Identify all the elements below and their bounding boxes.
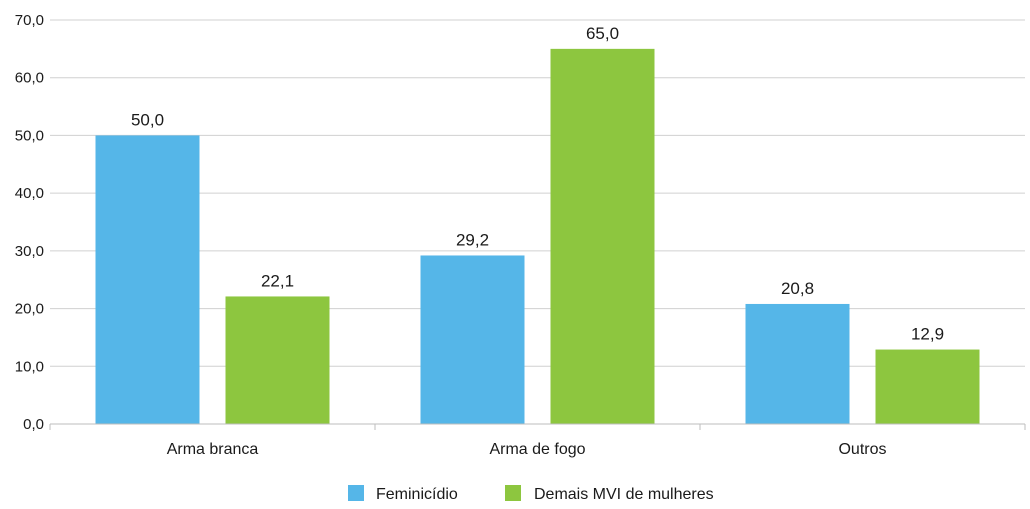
bar [95,135,200,424]
y-tick-label: 30,0 [15,243,44,260]
legend: Feminicídio Demais MVI de mulheres [348,485,714,503]
bar [420,255,525,424]
gridlines [50,19,1025,367]
y-axis-tick-labels: 0,0 10,0 20,0 30,0 40,0 50,0 60,0 70,0 [15,12,44,433]
data-labels: 50,0 22,1 29,2 65,0 20,8 12,9 [131,24,944,344]
data-label: 12,9 [911,325,944,344]
bar [225,296,330,424]
bar [745,303,850,424]
data-label: 29,2 [456,230,489,249]
bar [550,48,655,424]
x-category-label: Arma branca [167,441,259,458]
y-tick-label: 60,0 [15,70,44,87]
data-label: 20,8 [781,279,814,298]
legend-swatch [348,485,364,501]
x-category-label: Arma de fogo [489,441,585,458]
bar [875,349,980,424]
y-tick-label: 50,0 [15,127,44,144]
data-label: 65,0 [586,24,619,43]
x-category-label: Outros [838,441,886,458]
bars [95,48,980,424]
y-tick-label: 0,0 [23,416,44,433]
data-label: 50,0 [131,110,164,129]
y-tick-label: 40,0 [15,185,44,202]
legend-swatch [505,485,521,501]
y-tick-label: 70,0 [15,12,44,29]
data-label: 22,1 [261,271,294,290]
legend-label: Feminicídio [376,486,458,503]
legend-label: Demais MVI de mulheres [534,486,714,503]
x-axis: Arma branca Arma de fogo Outros [49,423,1026,458]
y-tick-label: 10,0 [15,358,44,375]
y-tick-label: 20,0 [15,301,44,318]
